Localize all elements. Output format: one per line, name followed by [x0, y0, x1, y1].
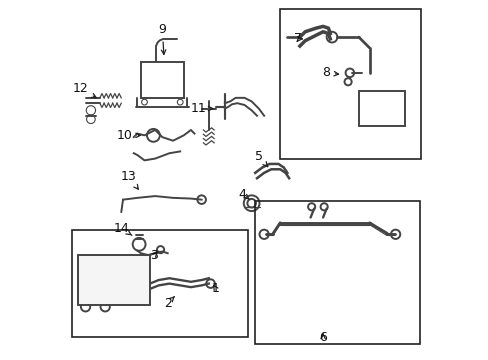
Text: 11: 11: [190, 102, 212, 115]
Text: 12: 12: [72, 82, 96, 98]
Text: 8: 8: [321, 66, 338, 79]
Bar: [255, 202, 419, 344]
Bar: [358, 91, 405, 126]
Text: 3: 3: [150, 248, 158, 261]
Text: 10: 10: [117, 129, 140, 142]
Text: 4: 4: [238, 188, 249, 201]
Text: 14: 14: [113, 222, 132, 235]
Bar: [78, 255, 149, 305]
Text: 6: 6: [319, 331, 326, 344]
Text: 5: 5: [254, 150, 267, 167]
Text: 13: 13: [120, 170, 138, 189]
Text: 7: 7: [293, 32, 302, 45]
Bar: [280, 9, 421, 158]
Bar: [141, 62, 183, 98]
Bar: [72, 230, 247, 337]
Text: 2: 2: [163, 297, 174, 310]
Text: 9: 9: [158, 23, 166, 54]
Text: 1: 1: [212, 283, 220, 296]
